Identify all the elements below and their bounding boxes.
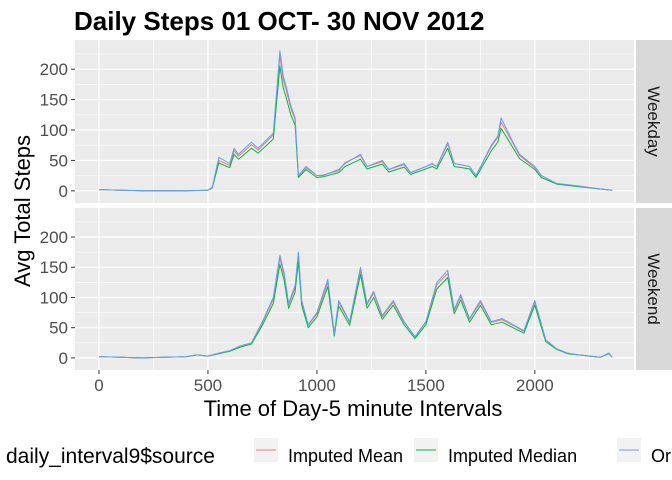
y-tick-label: 150 [40,91,68,110]
chart-title: Daily Steps 01 OCT- 30 NOV 2012 [74,6,484,36]
series-line-imputed-mean [98,55,613,192]
y-tick-label: 150 [40,258,68,277]
legend-entry-label: Imputed Mean [288,446,403,466]
legend-title: daily_interval9$source [6,445,215,468]
x-tick-label: 2000 [516,376,554,395]
x-tick-label: 0 [94,376,103,395]
facet-strip-label: Weekend [644,253,663,325]
series-line-original [98,251,613,359]
x-axis: 0 500 1000 1500 2000 [94,370,554,395]
y-tick-label: 100 [40,121,68,140]
y-tick-label: 0 [59,182,68,201]
series-line-imputed-median [98,260,613,359]
x-tick-label: 1000 [298,376,336,395]
facet-panels: 0 50 100 150 200 Weekday 0 50 100 150 200 Weekend [40,40,672,370]
x-tick-label: 1500 [407,376,445,395]
series-line-imputed-median [98,65,613,192]
series-line-original [98,50,613,192]
panel-weekend: 0 50 100 150 200 Weekend [40,208,672,370]
y-tick-label: 100 [40,288,68,307]
y-tick-label: 200 [40,228,68,247]
y-tick-label: 200 [40,60,68,79]
y-tick-label: 50 [49,319,68,338]
facet-strip [636,208,672,370]
x-axis-label: Time of Day-5 minute Intervals [204,396,503,421]
legend-entry-label: Original [651,446,672,466]
y-tick-label: 0 [59,349,68,368]
panel-background [75,40,634,203]
panel-weekday: 0 50 100 150 200 Weekday [40,40,672,203]
y-tick-label: 50 [49,151,68,170]
panel-background [75,208,634,370]
facet-strip-label: Weekday [644,86,663,157]
legend: daily_interval9$source Imputed Mean Imput… [6,438,672,468]
x-tick-label: 500 [194,376,222,395]
legend-entry-label: Imputed Median [448,446,577,466]
facet-strip [636,40,672,203]
y-axis-label: Avg Total Steps [10,135,35,287]
